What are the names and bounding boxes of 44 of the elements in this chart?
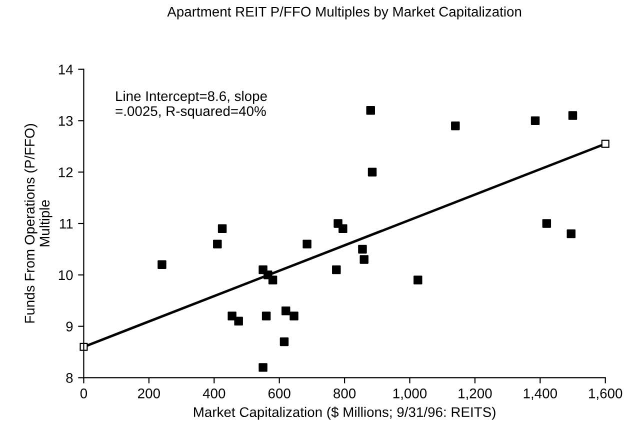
point	[281, 306, 290, 316]
y-tick-label: 9	[66, 322, 73, 332]
y-tick-label: 8	[66, 373, 73, 383]
point	[368, 168, 377, 176]
chart-title: Apartment REIT P/FFO Multiples by Market Capitalization	[167, 6, 522, 20]
y-tick-label: 14	[58, 64, 73, 74]
point	[290, 312, 298, 320]
x-tick-label: 1,000	[393, 388, 427, 400]
point	[302, 240, 312, 248]
y-tick-label: 11	[60, 218, 73, 229]
x-tick-label: 0	[80, 388, 88, 398]
point	[338, 224, 348, 234]
y-tick-label: 10	[58, 270, 73, 280]
point	[280, 337, 289, 346]
point	[213, 240, 222, 248]
point	[158, 260, 166, 269]
point	[258, 363, 268, 372]
point	[414, 276, 422, 284]
x-tick-label: 1,600	[589, 388, 622, 400]
y-axis-title: Funds From Operations (P/FFO) Multiple	[24, 124, 52, 323]
x-tick-label: 1,400	[524, 388, 557, 400]
point	[601, 140, 610, 148]
point	[542, 219, 552, 228]
point	[218, 224, 227, 234]
point	[451, 121, 460, 130]
point	[566, 229, 576, 238]
x-tick-label: 1,200	[458, 388, 492, 400]
point	[262, 312, 271, 320]
x-tick-label: 800	[334, 388, 356, 398]
y-tick-label: 12	[58, 167, 73, 178]
x-axis-title: Market Capitalization ($ Millions; 9/31/96: REITS)	[194, 406, 496, 420]
point	[332, 265, 341, 274]
x-tick-label: 200	[138, 388, 160, 398]
point	[358, 244, 367, 254]
x-tick-label: 400	[202, 388, 226, 398]
point	[360, 255, 368, 264]
point	[268, 276, 278, 284]
x-tick-label: 600	[268, 388, 290, 398]
point	[234, 316, 243, 326]
point	[366, 106, 375, 115]
point	[530, 116, 540, 126]
point	[568, 111, 578, 120]
y-tick-label: 13	[58, 116, 73, 126]
annotation: Line Intercept=8.6, slope =.0025, R-squared=40%	[116, 90, 267, 119]
